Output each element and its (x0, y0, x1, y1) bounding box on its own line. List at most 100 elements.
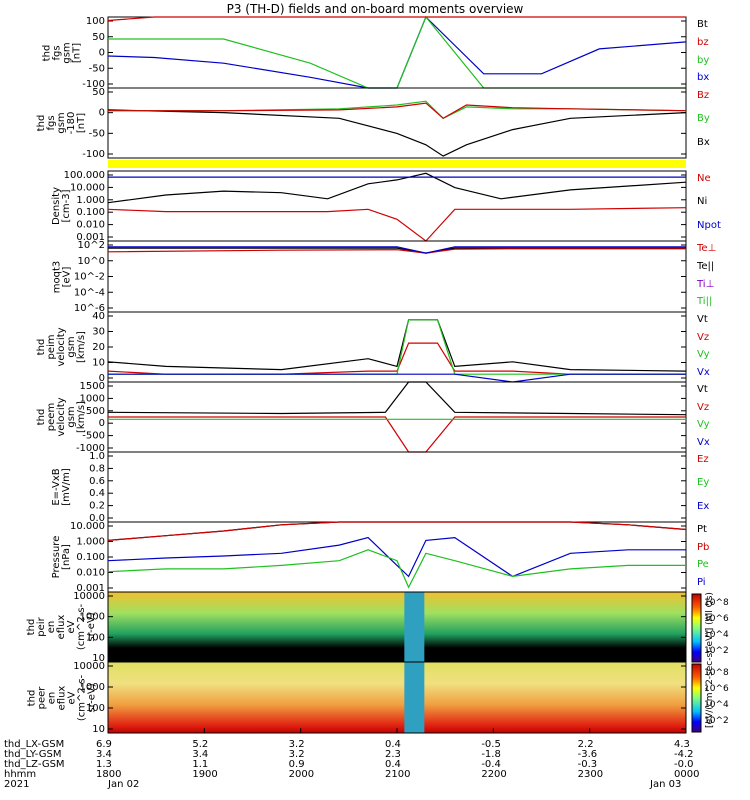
orbit-value: 3.2 (288, 739, 305, 750)
orbit-value: 0000 (674, 769, 700, 780)
ytick-label: 0.010 (76, 568, 105, 579)
year-label: 2021 (4, 779, 30, 790)
series-Pt (107, 521, 687, 541)
ylabel-fgs: thd fgs gsm [nT] (41, 17, 82, 88)
orbit-value: -4.2 (674, 749, 694, 760)
ylabel-line: moqt3 (51, 260, 62, 293)
ylabel-line: [cm-3] (61, 189, 72, 223)
panel-peim: 40 30 20 10 0 (92, 311, 687, 384)
date-end: Jan 03 (650, 779, 682, 790)
orbit-value: -1.8 (481, 749, 501, 760)
orbit-label-thd_LY-GSM: thd_LY-GSM (4, 749, 62, 760)
ytick-label: 100 (86, 16, 105, 27)
legend-By: By (697, 113, 710, 125)
legend-Vt: Vt (697, 314, 708, 325)
orbit-value: 0.9 (288, 759, 305, 770)
legend-Bz: Bz (697, 90, 710, 101)
ylabel-pressure: Pressure [nPa] (51, 522, 72, 592)
legend-Vt: Vt (697, 384, 708, 395)
legend-Ne: Ne (697, 173, 711, 184)
series-by (108, 15, 686, 89)
legend-Bx: Bx (697, 136, 710, 148)
ylabel-efield: E=-VxB [mV/m] (51, 452, 72, 522)
ytick-label: 1.000 (76, 195, 105, 206)
orbit-value: -0.5 (481, 739, 501, 750)
ytick-label: 100 (86, 632, 105, 643)
ytick-label: 1000 (80, 682, 105, 693)
orbit-label-thd_LX-GSM: thd_LX-GSM (4, 739, 65, 750)
colorbar-tick: 10^2 (704, 716, 729, 726)
orbit-value: 2.3 (385, 749, 401, 760)
ytick-label: 10 (92, 653, 105, 664)
colorbar-tick: 10^8 (704, 668, 729, 678)
ytick-label: -1000 (76, 443, 105, 454)
colorbar-label: [eV/(cm^2-sec-sr-eV)] (All Qs) (705, 592, 715, 728)
colorbar-electron (691, 663, 702, 733)
ytick-label: 50 (92, 87, 105, 98)
orbit-value: 0.4 (385, 739, 401, 750)
colorbar-tick: 10^8 (704, 598, 729, 608)
ytick-label: 1000 (80, 393, 105, 404)
ylabel-line: thd (26, 689, 37, 706)
ylabel-fgs2: thd fgs gsm -180 [nT] (36, 88, 87, 158)
series-Bx (107, 109, 687, 157)
legend-Pt: Pt (697, 524, 707, 535)
ytick-label: 0.6 (89, 476, 105, 487)
ytick-label: 0 (99, 48, 105, 59)
series-Vt (107, 381, 687, 416)
spectrogram-gap (404, 662, 425, 733)
ylabel-line: eV (66, 691, 77, 704)
orbit-value: 6.9 (96, 739, 112, 750)
ylabel-peim: thd peim velocity gsm [km/s] (36, 312, 87, 382)
panel-frame (107, 451, 687, 523)
orbit-value: 0.4 (385, 759, 401, 770)
ytick-label: 100 (86, 703, 105, 714)
ytick-label: 0.0 (89, 513, 105, 524)
orbit-value: 1.1 (192, 759, 209, 770)
ytick-label: 10^0 (78, 256, 105, 267)
orbit-value: 3.4 (192, 749, 209, 760)
legend-Te||: Te|| (697, 260, 715, 272)
status-bar (108, 160, 686, 168)
panel-frame (107, 170, 687, 242)
ytick-label: 10.000 (70, 521, 105, 532)
panel-peer: 10000 1000 100 10 (73, 661, 687, 735)
ytick-label: 10^-2 (74, 272, 105, 283)
spectrogram-peer (108, 662, 686, 733)
ytick-label: 50 (92, 32, 105, 43)
ytick-label: 10000 (73, 661, 105, 672)
ylabel-line: fgs (51, 44, 62, 61)
legend-bx: bx (697, 72, 710, 84)
series-Ne (107, 207, 687, 242)
legend-Vz: Vz (697, 331, 710, 343)
ytick-label: 1000 (80, 612, 105, 623)
ylabel-line: thd (41, 44, 52, 61)
ytick-label: 30 (92, 327, 105, 338)
ylabel-line: gsm (61, 41, 72, 64)
series-Pi (107, 536, 686, 578)
ytick-label: 40 (92, 311, 105, 322)
orbit-value: -0.0 (674, 759, 694, 770)
ytick-label: 0.100 (76, 207, 105, 218)
ylabel-line: en (46, 691, 57, 704)
ytick-label: 500 (86, 406, 105, 417)
ylabel-line: (cm^2-s- (76, 674, 87, 721)
panel-frame (107, 16, 687, 89)
legend-Vx: Vx (697, 366, 710, 378)
ylabel-line: [km/s] (76, 331, 87, 363)
series-Te⊥ (107, 248, 686, 254)
orbit-value: 2000 (288, 769, 315, 780)
ytick-label: -100 (82, 149, 105, 160)
ylabel-line: [nT] (71, 42, 82, 63)
panel-pressure: 10.000 1.000 0.100 0.010 0.001 (70, 521, 687, 594)
orbit-label-thd_LZ-GSM: thd_LZ-GSM (4, 759, 65, 770)
orbit-value: -0.3 (577, 759, 598, 770)
ylabel-density: Density [cm-3] (51, 171, 72, 241)
ylabel-peem: thd peem velocity gsm [km/s] (36, 382, 87, 452)
ylabel-line: [eV] (61, 266, 72, 287)
ytick-label: 1.0 (89, 451, 105, 462)
ytick-label: 0.4 (89, 488, 105, 499)
ylabel-line: eflux (56, 685, 67, 710)
ylabel-temp: moqt3 [eV] (51, 241, 72, 312)
